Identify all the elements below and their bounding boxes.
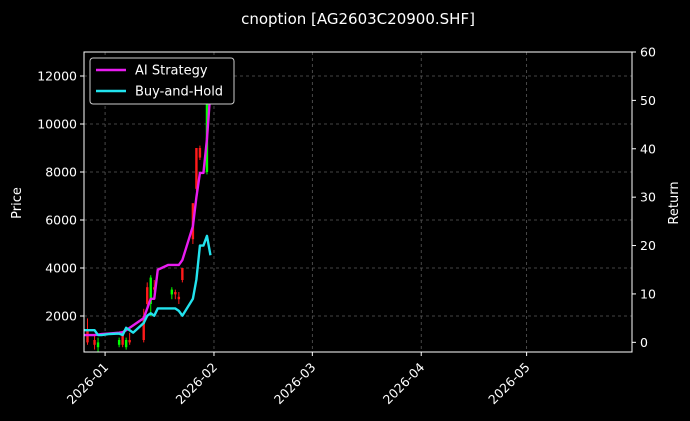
candle-body: [170, 289, 174, 295]
candle-body: [149, 277, 152, 304]
candle-body: [117, 340, 121, 345]
candle-body: [198, 148, 202, 158]
candle-body: [121, 335, 124, 345]
y-axis-left: 2000 4000 6000 8000 10000 12000: [37, 69, 84, 324]
y-left-tick-label: 8000: [45, 165, 77, 180]
series-lines: [84, 90, 212, 337]
y-axis-right: 0 10 20 30 40 50 60: [632, 45, 656, 350]
y-right-tick-label: 0: [640, 335, 648, 350]
candle-body: [205, 66, 209, 172]
y-left-tick-label: 2000: [45, 309, 77, 324]
candle-body: [174, 292, 177, 295]
candle-body: [153, 287, 156, 290]
legend: AI Strategy Buy-and-Hold: [89, 57, 235, 105]
candle-body: [96, 342, 100, 348]
y-right-tick-label: 10: [640, 286, 656, 301]
series-line: [84, 234, 212, 337]
candle-body: [93, 340, 96, 345]
legend-label: Buy-and-Hold: [135, 85, 223, 100]
candle-body: [142, 316, 145, 340]
y-left-tick-label: 12000: [37, 69, 77, 84]
y-right-tick-label: 50: [640, 93, 656, 108]
chart-title: cnoption [AG2603C20900.SHF]: [241, 10, 475, 28]
y-left-tick-label: 4000: [45, 261, 77, 276]
y-right-tick-label: 30: [640, 190, 656, 205]
candle-body: [124, 340, 128, 348]
candle-body: [128, 340, 131, 343]
candle-body: [195, 148, 198, 189]
y-right-tick-label: 20: [640, 238, 656, 253]
y-left-tick-label: 10000: [37, 117, 77, 132]
y-right-tick-label: 60: [640, 45, 656, 60]
plot-frame: [83, 51, 633, 353]
y-axis-right-label: Return: [667, 181, 682, 224]
candle-body: [86, 330, 89, 343]
y-right-tick-label: 40: [640, 141, 656, 156]
y-axis-left-label: Price: [10, 187, 25, 219]
legend-label: AI Strategy: [135, 64, 208, 79]
y-left-tick-label: 6000: [45, 213, 77, 228]
candle-body: [146, 287, 149, 304]
candle-body: [177, 296, 181, 300]
candle-body: [181, 268, 184, 280]
